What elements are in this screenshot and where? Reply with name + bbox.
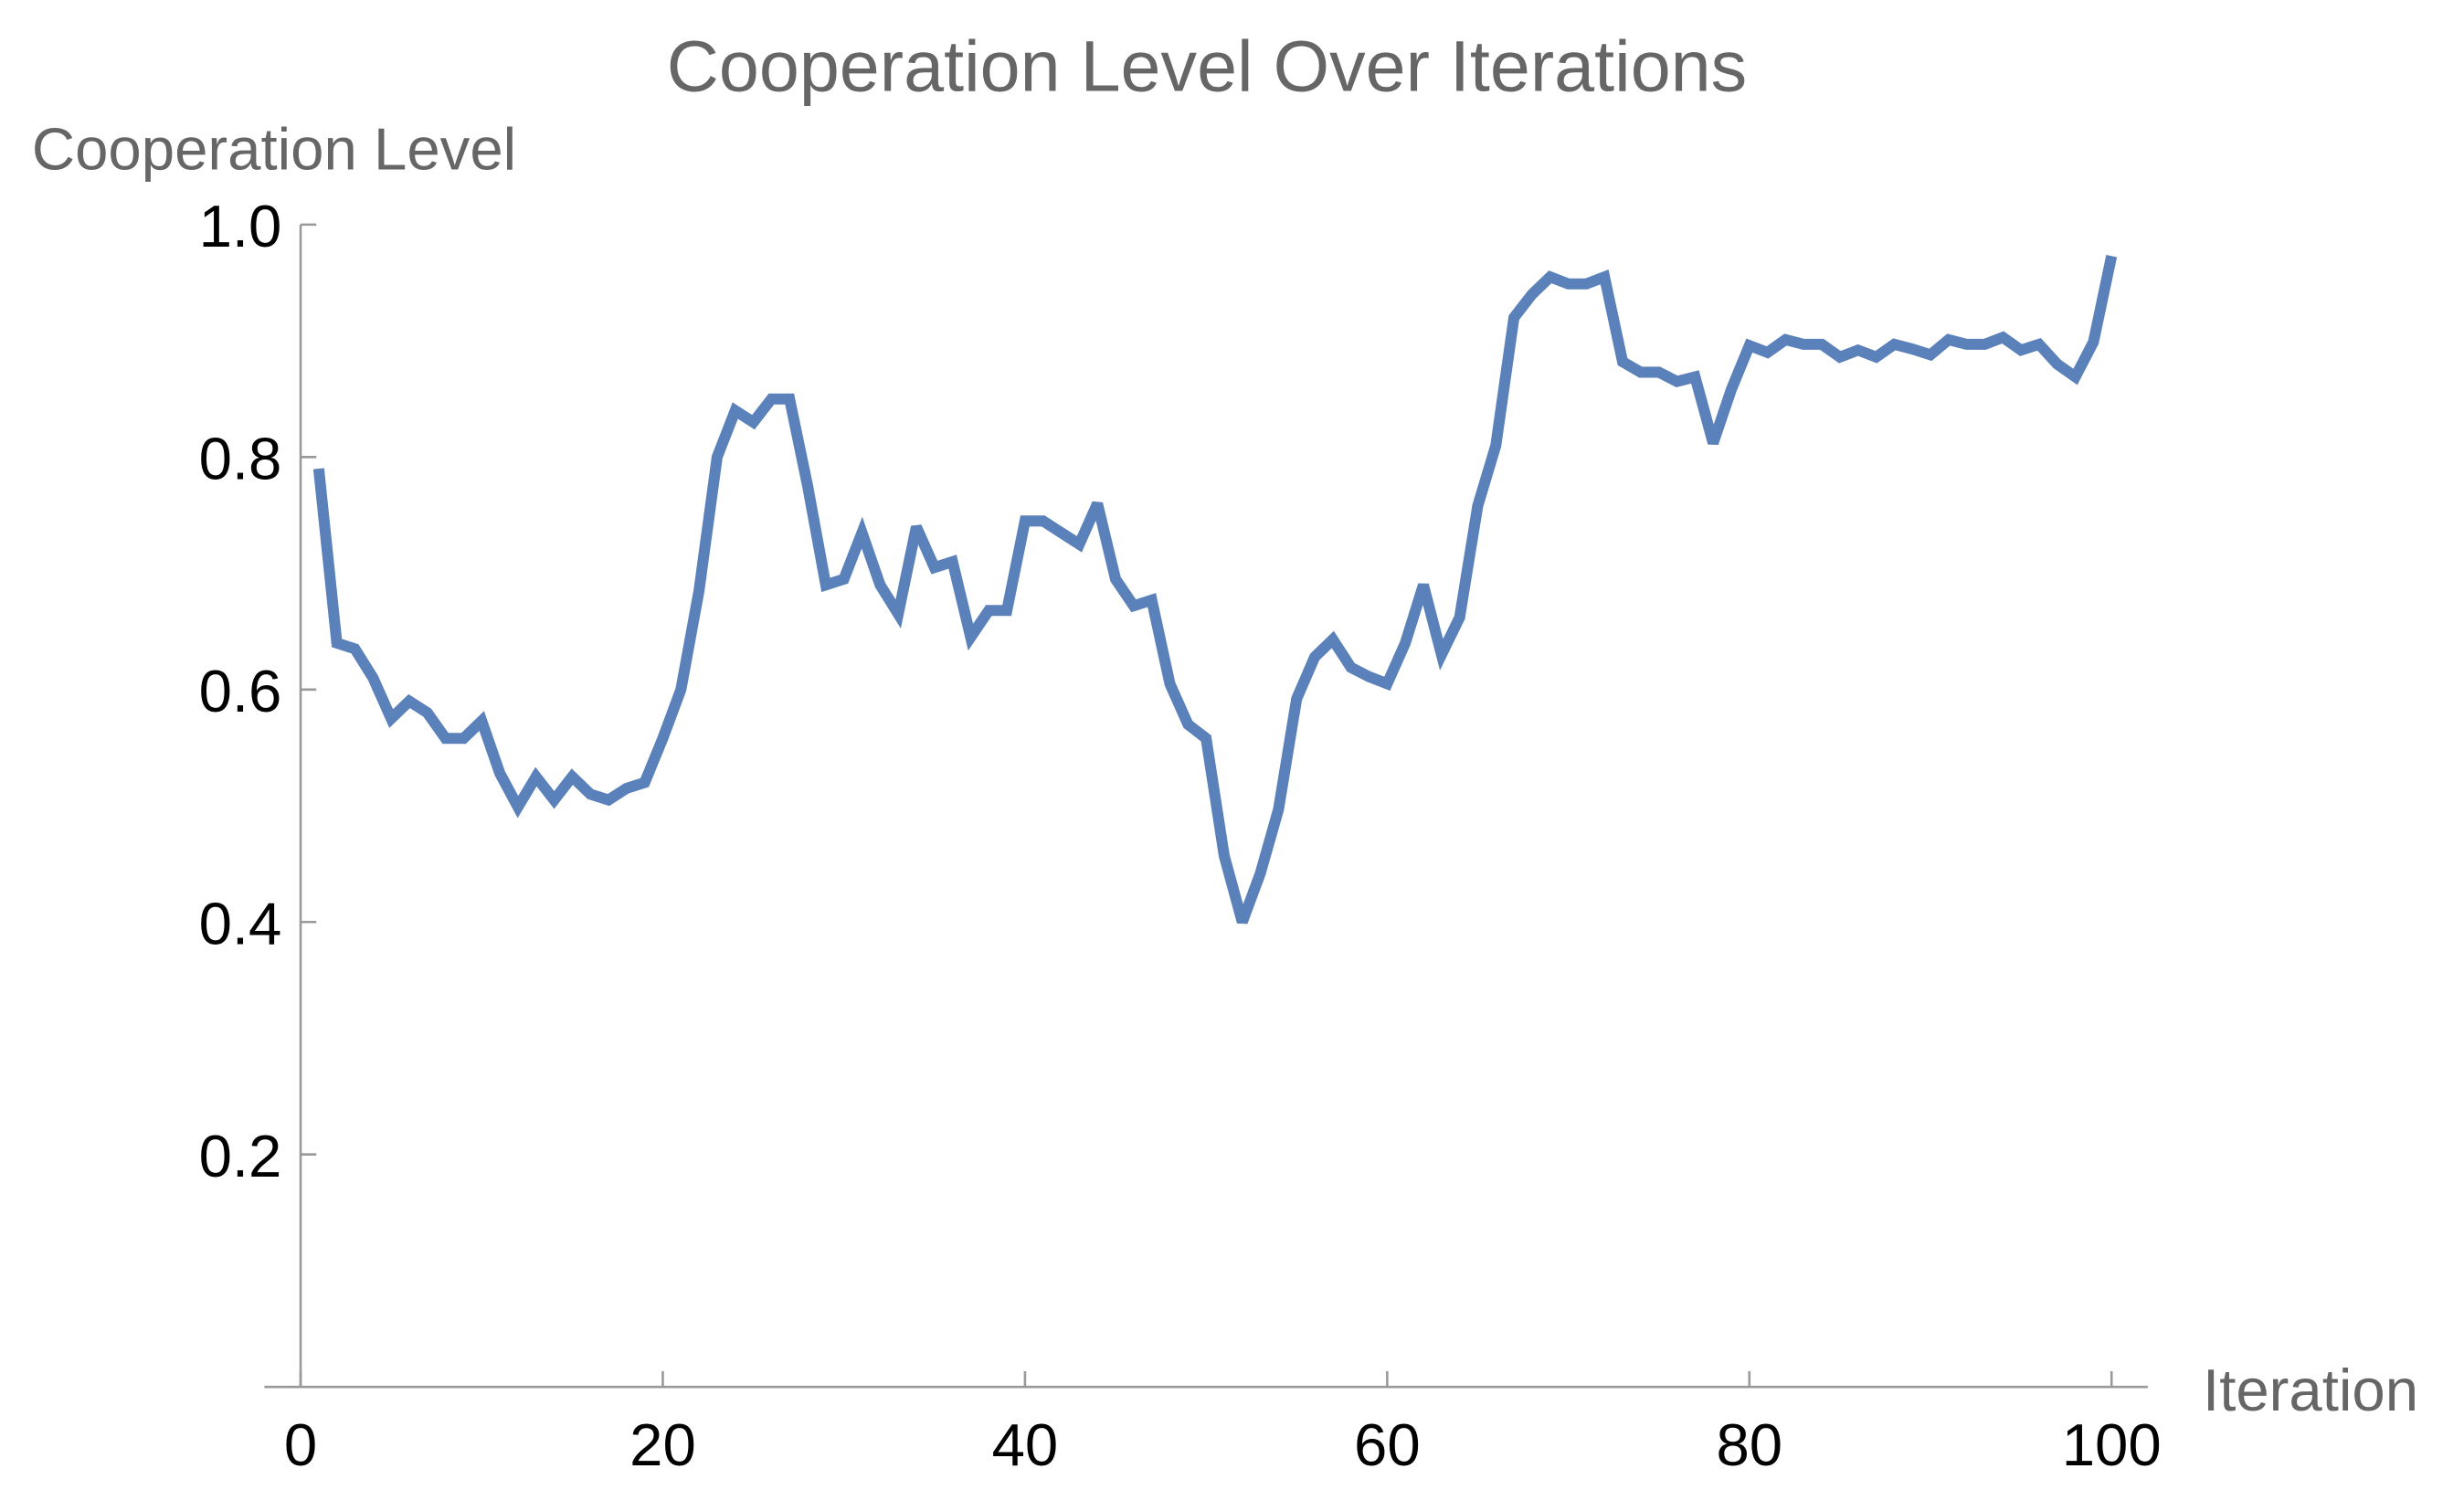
y-axis-label: Cooperation Level [32,116,516,183]
x-tick-label: 20 [629,1411,696,1478]
y-tick-label: 0.8 [199,425,282,491]
x-axis-label: Iteration [2203,1357,2418,1423]
y-tick-label: 1.0 [199,193,282,259]
y-tick-label: 0.6 [199,658,282,724]
chart-title: Cooperation Level Over Iterations [667,26,1747,107]
x-tick-label: 0 [284,1411,317,1478]
y-tick-label: 0.2 [199,1123,282,1189]
x-tick-label: 80 [1716,1411,1782,1478]
data-line [312,254,2118,925]
x-tick-label: 100 [2062,1411,2162,1478]
x-tick-label: 60 [1354,1411,1421,1478]
x-tick-label: 40 [992,1411,1059,1478]
y-tick-label: 0.4 [199,890,282,956]
